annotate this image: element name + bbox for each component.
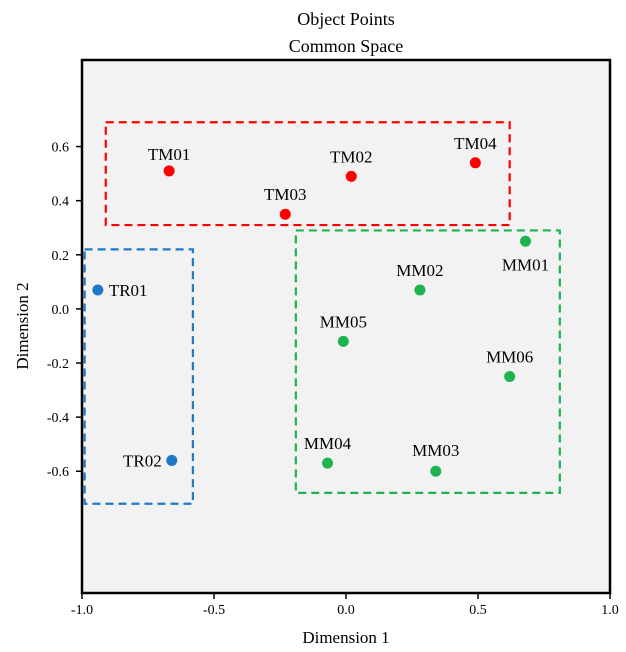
y-axis-label: Dimension 2 [13, 282, 32, 369]
x-tick-label: -0.5 [203, 603, 225, 618]
point-mm01 [520, 235, 532, 247]
point-label-tr02: TR02 [123, 451, 162, 470]
group-boxes [83, 121, 561, 505]
data-points: TM01 TM02 TM03 TM04 TR01 TR02 MM01 MM02 MM03 MM04… [92, 134, 549, 477]
group-box-3 [294, 229, 561, 494]
point-label-mm04: MM04 [304, 434, 352, 453]
point-tr02 [166, 454, 178, 466]
x-tick-label: 1.0 [601, 603, 619, 618]
point-label-tr01: TR01 [109, 281, 148, 300]
chart-subtitle: Common Space [289, 36, 404, 56]
point-mm03 [430, 465, 442, 477]
point-tr01 [92, 284, 104, 296]
point-label-tm02: TM02 [330, 147, 373, 166]
point-label-mm03: MM03 [412, 441, 459, 460]
point-label-tm03: TM03 [264, 185, 307, 204]
point-tm03 [279, 208, 291, 220]
point-mm06 [504, 371, 516, 383]
y-tick-label: 0.0 [52, 303, 70, 318]
chart-title: Object Points [297, 9, 395, 29]
y-tick-label: 0.2 [52, 249, 70, 264]
group-box-2 [83, 248, 194, 505]
y-tick-label: 0.4 [52, 195, 70, 210]
point-label-mm06: MM06 [486, 348, 533, 367]
point-label-mm05: MM05 [320, 312, 367, 331]
point-tm01 [163, 165, 175, 177]
y-tick-label: -0.4 [47, 411, 69, 426]
group-box-1 [104, 121, 511, 227]
y-tick-label: -0.6 [47, 465, 69, 480]
x-tick-label: 0.0 [337, 603, 355, 618]
point-tm02 [345, 170, 357, 182]
y-tick-label: -0.2 [47, 357, 69, 372]
point-mm05 [337, 335, 349, 347]
x-tick-label: 0.5 [469, 603, 487, 618]
point-mm02 [414, 284, 426, 296]
point-label-mm01: MM01 [502, 255, 549, 274]
point-tm04 [469, 157, 481, 169]
point-label-tm04: TM04 [454, 134, 497, 153]
x-axis-label: Dimension 1 [302, 628, 389, 647]
axis-ticks: -1.0 -0.5 0.0 0.5 1.0 0.6 0.4 0.2 0.0 -0.2 -0.4 -0.… [47, 141, 619, 618]
y-tick-label: 0.6 [52, 141, 70, 156]
point-label-tm01: TM01 [148, 145, 191, 164]
plot-area [80, 58, 612, 595]
point-mm04 [322, 457, 334, 469]
x-tick-label: -1.0 [71, 603, 93, 618]
point-label-mm02: MM02 [396, 261, 443, 280]
